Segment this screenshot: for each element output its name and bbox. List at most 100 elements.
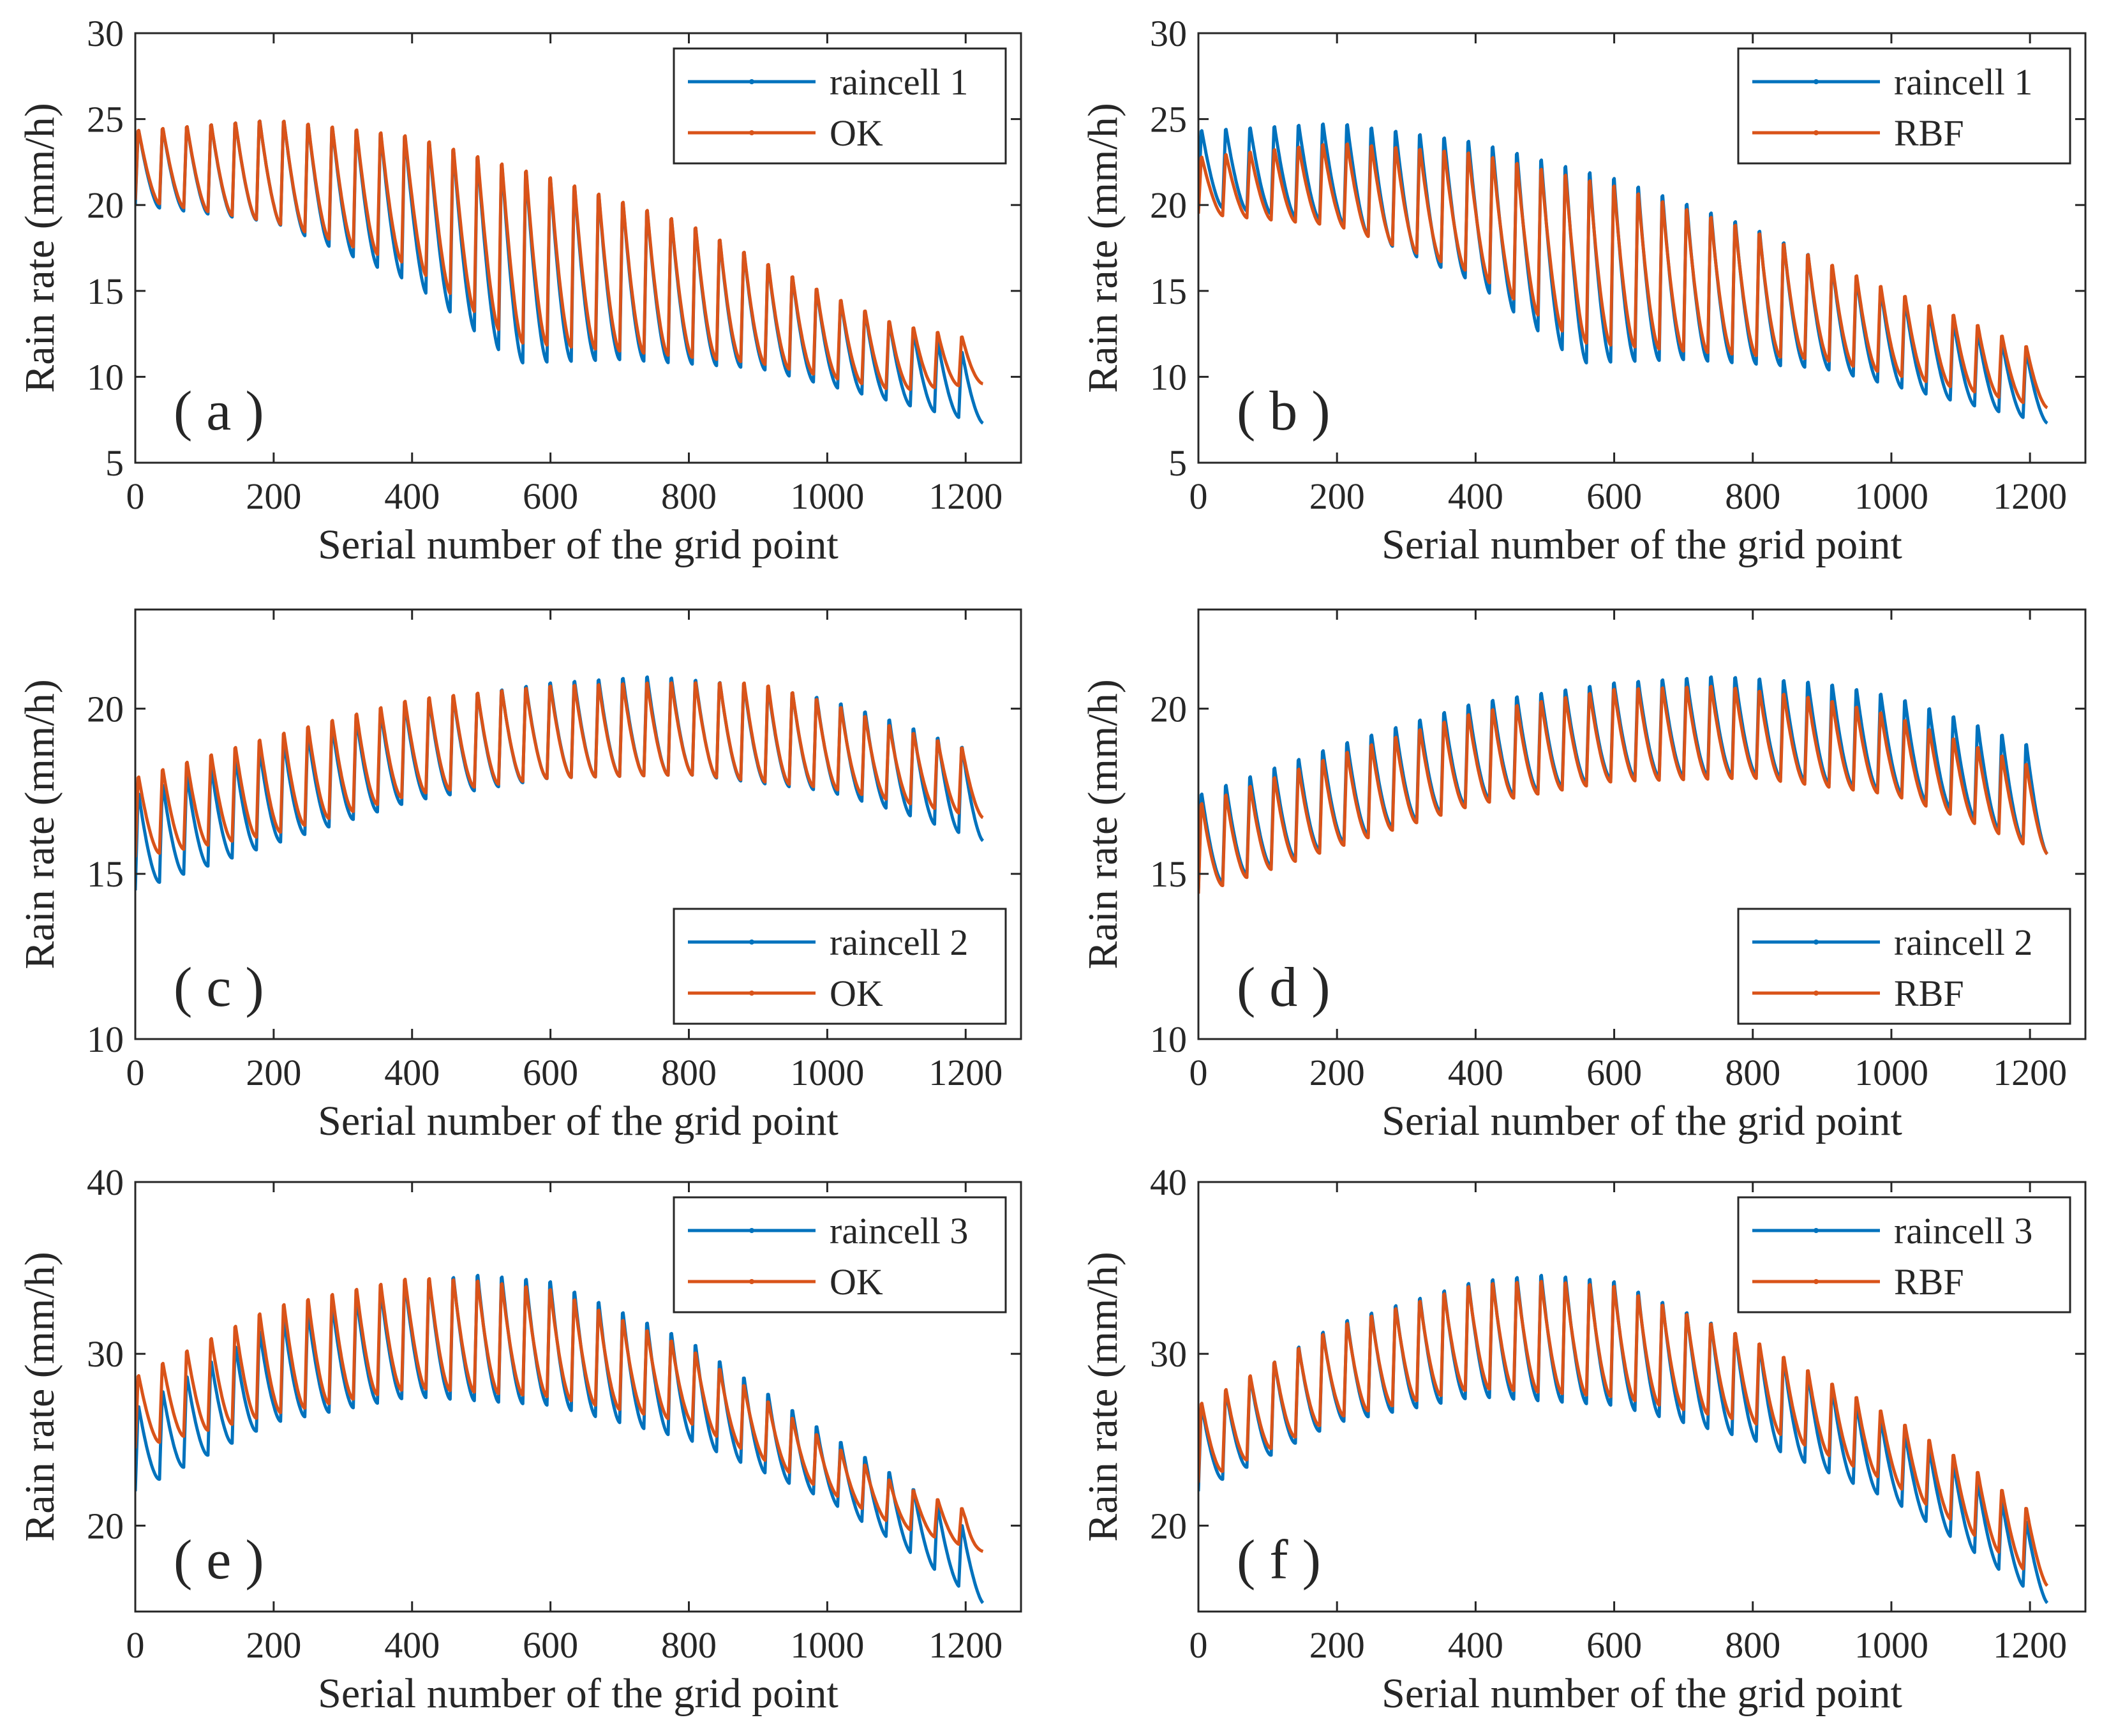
x-tick-label: 400	[384, 1052, 440, 1093]
chart-panel-c: 0 200 400 600 800 1000 1200 10 15 20 Serial number…	[17, 608, 1022, 1144]
legend: raincell 1 RBF	[1737, 47, 2071, 165]
y-axis-title: Rain rate (mm/h)	[17, 103, 63, 393]
series-line-rbf	[1198, 142, 2048, 410]
x-tick-label: 0	[126, 1052, 145, 1093]
y-axis-title: Rain rate (mm/h)	[17, 679, 63, 969]
x-axis-title: Serial number of the grid point	[318, 1670, 839, 1717]
legend-marker	[749, 79, 754, 84]
x-tick-label: 800	[661, 475, 717, 517]
y-tick-label: 25	[1150, 99, 1187, 140]
axes-box	[1197, 32, 2087, 464]
chart-panel-e: 0 200 400 600 800 1000 1200 20 30 40 Serial number…	[17, 1162, 1022, 1717]
legend-box	[1737, 908, 2071, 1025]
legend-marker	[749, 1228, 754, 1233]
legend-label: raincell 1	[830, 61, 968, 103]
panel-label: ( d )	[1237, 957, 1331, 1019]
x-tick-label: 0	[1189, 1624, 1208, 1666]
y-tick-label: 20	[87, 184, 124, 226]
legend-label: raincell 2	[830, 922, 968, 963]
x-axis-title: Serial number of the grid point	[1382, 1670, 1902, 1717]
y-tick-label: 10	[87, 1019, 124, 1060]
legend-marker	[1814, 130, 1819, 135]
x-tick-label: 400	[384, 475, 440, 517]
legend-box	[1737, 47, 2071, 165]
legend-label: raincell 2	[1894, 922, 2032, 963]
axes-box	[1197, 1181, 2087, 1613]
legend-label: raincell 3	[1894, 1210, 2032, 1252]
panel-label: ( b )	[1237, 380, 1331, 442]
x-tick-label: 1000	[1854, 1624, 1928, 1666]
y-tick-label: 15	[87, 853, 124, 895]
legend-marker	[749, 1279, 754, 1284]
legend: raincell 3 RBF	[1737, 1196, 2071, 1313]
y-tick-label: 40	[87, 1162, 124, 1203]
legend-marker	[749, 939, 754, 945]
panel-label: ( e )	[174, 1529, 264, 1591]
x-tick-label: 800	[1725, 1624, 1780, 1666]
y-axis-title: Rain rate (mm/h)	[1080, 103, 1126, 393]
legend: raincell 3 OK	[673, 1196, 1007, 1313]
legend-label: RBF	[1894, 1261, 1964, 1303]
x-tick-label: 1000	[790, 1052, 864, 1093]
x-tick-label: 400	[384, 1624, 440, 1666]
y-tick-label: 30	[87, 13, 124, 54]
x-tick-label: 0	[1189, 475, 1208, 517]
x-tick-label: 200	[1309, 1624, 1365, 1666]
x-tick-label: 600	[523, 1624, 578, 1666]
x-tick-label: 1200	[1993, 475, 2067, 517]
y-tick-label: 15	[1150, 271, 1187, 312]
y-tick-label: 15	[1150, 853, 1187, 895]
y-tick-label: 5	[1168, 442, 1187, 484]
y-tick-label: 40	[1150, 1162, 1187, 1203]
chart-panel-b: 0 200 400 600 800 1000 1200 5 10 15 20 25 30 Serial n…	[1080, 13, 2087, 568]
legend-label: raincell 3	[830, 1210, 968, 1252]
y-tick-label: 10	[1150, 356, 1187, 398]
series-group	[1198, 675, 2049, 894]
x-tick-label: 400	[1448, 475, 1503, 517]
legend-label: OK	[830, 973, 883, 1014]
y-tick-label: 20	[87, 1505, 124, 1546]
legend-box	[673, 47, 1007, 165]
chart-panel-f: 0 200 400 600 800 1000 1200 20 30 40 Serial number…	[1080, 1162, 2087, 1717]
legend-box	[673, 1196, 1007, 1313]
x-tick-label: 600	[523, 475, 578, 517]
x-tick-label: 0	[126, 1624, 145, 1666]
chart-panel-a: 0 200 400 600 800 1000 1200 5 10 15 20 25 30 Serial n…	[17, 13, 1022, 568]
x-tick-label: 1000	[1854, 1052, 1928, 1093]
y-tick-label: 20	[1150, 1505, 1187, 1546]
x-tick-label: 1000	[790, 1624, 864, 1666]
x-tick-label: 1200	[928, 475, 1003, 517]
series-line-ok	[135, 119, 984, 391]
axes-box	[134, 32, 1022, 464]
legend-label: OK	[830, 112, 883, 154]
legend-marker	[1814, 939, 1819, 945]
series-group	[135, 675, 985, 891]
legend-label: RBF	[1894, 112, 1964, 154]
panel-label: ( c )	[174, 957, 264, 1019]
x-tick-label: 600	[1586, 1624, 1642, 1666]
x-tick-label: 800	[1725, 1052, 1780, 1093]
legend-marker	[749, 130, 754, 135]
legend-label: raincell 1	[1894, 61, 2032, 103]
series-group	[135, 119, 984, 425]
y-tick-label: 15	[87, 271, 124, 312]
legend-label: RBF	[1894, 973, 1964, 1014]
panel-label: ( a )	[174, 380, 264, 442]
x-tick-label: 200	[1309, 475, 1365, 517]
y-tick-label: 5	[105, 442, 124, 484]
y-axis-title: Rain rate (mm/h)	[1080, 1252, 1126, 1542]
x-tick-label: 600	[1586, 475, 1642, 517]
legend: raincell 2 RBF	[1737, 908, 2071, 1025]
x-tick-label: 0	[126, 475, 145, 517]
series-group	[1198, 1273, 2049, 1605]
y-tick-label: 10	[87, 356, 124, 398]
y-tick-label: 25	[87, 99, 124, 140]
legend: raincell 2 OK	[673, 908, 1007, 1025]
x-tick-label: 1200	[928, 1052, 1003, 1093]
legend-label: OK	[830, 1261, 883, 1303]
series-line-ok	[135, 681, 984, 858]
x-tick-label: 800	[661, 1052, 717, 1093]
x-axis-title: Serial number of the grid point	[1382, 1098, 1902, 1144]
axes-box	[134, 608, 1022, 1040]
